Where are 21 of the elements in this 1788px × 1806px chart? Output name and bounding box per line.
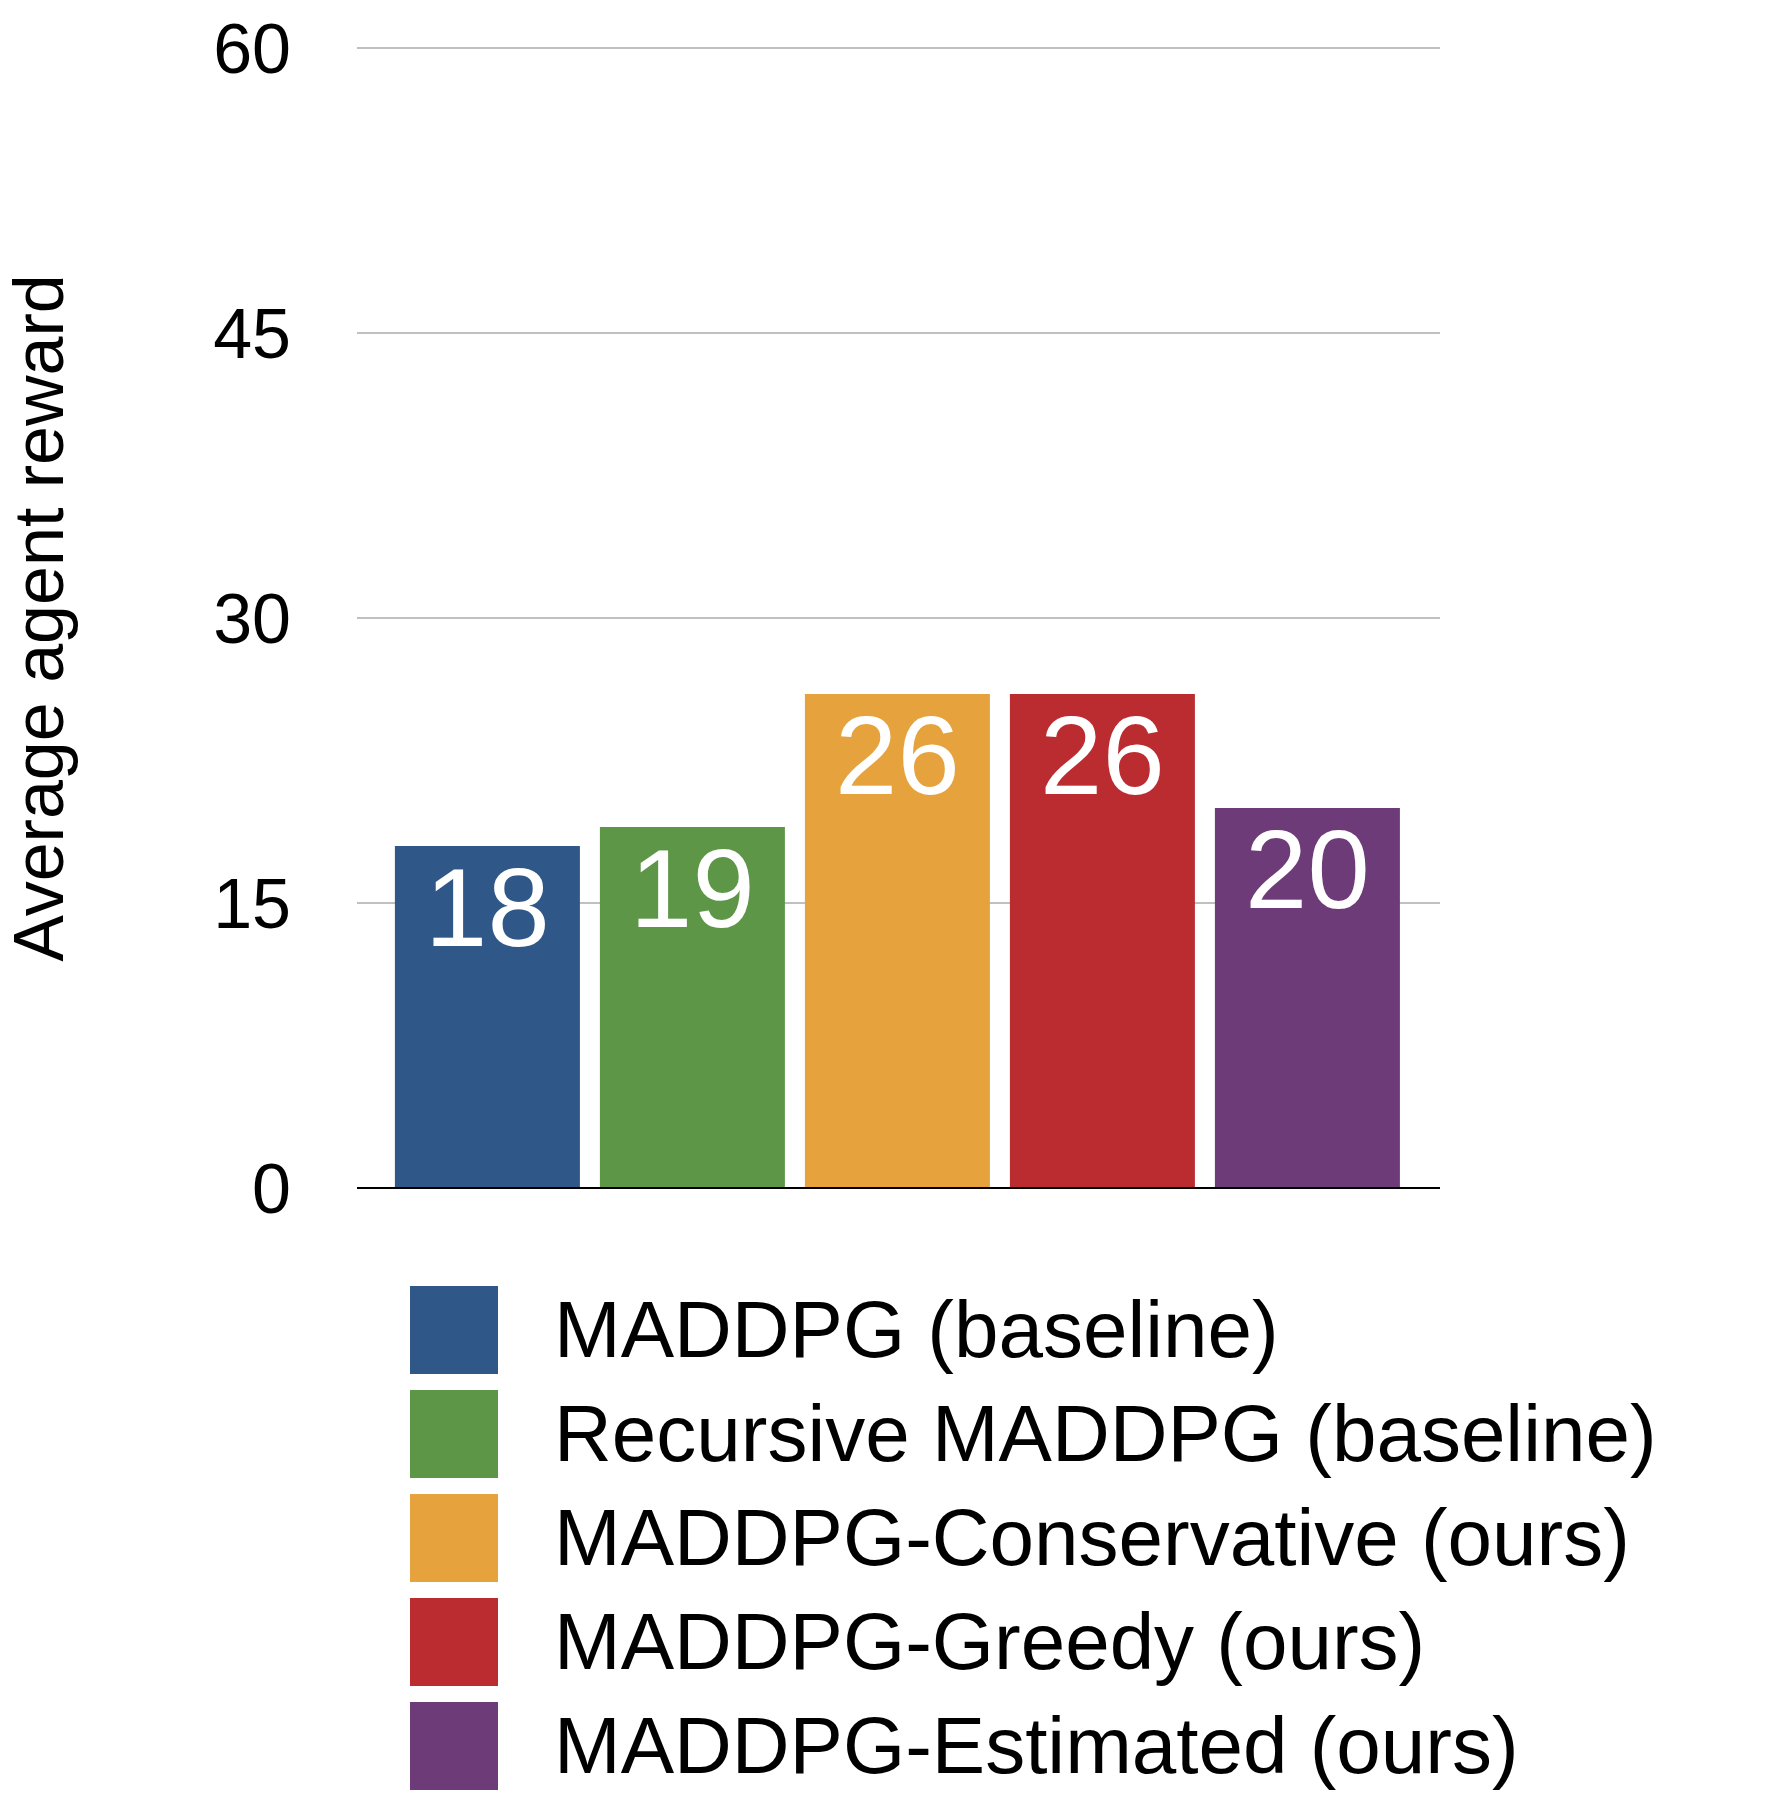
bar [804, 694, 990, 1188]
data-label: 18 [425, 844, 550, 970]
y-tick-label: 30 [213, 579, 291, 658]
y-tick-label: 60 [213, 9, 291, 88]
y-tick-label: 0 [252, 1149, 291, 1228]
y-tick-label: 45 [213, 294, 291, 373]
bar [1214, 808, 1400, 1188]
bar [1009, 694, 1195, 1188]
legend-label: MADDPG (baseline) [554, 1284, 1279, 1376]
y-axis-title: Average agent reward [0, 274, 78, 962]
legend-label: MADDPG-Estimated (ours) [554, 1700, 1519, 1792]
legend-label: MADDPG-Conservative (ours) [554, 1492, 1630, 1584]
y-tick-label: 15 [213, 864, 291, 943]
bar [599, 827, 785, 1188]
legend-label: MADDPG-Greedy (ours) [554, 1596, 1426, 1688]
data-label: 26 [835, 692, 960, 818]
legend-label: Recursive MADDPG (baseline) [554, 1388, 1657, 1480]
data-label: 26 [1040, 692, 1165, 818]
data-label: 20 [1245, 806, 1370, 932]
bar [394, 846, 580, 1188]
data-label: 19 [630, 825, 755, 951]
